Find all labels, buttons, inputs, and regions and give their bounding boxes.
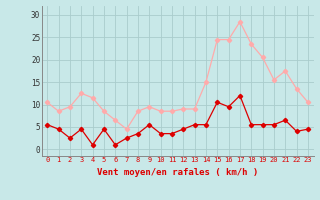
- X-axis label: Vent moyen/en rafales ( km/h ): Vent moyen/en rafales ( km/h ): [97, 168, 258, 177]
